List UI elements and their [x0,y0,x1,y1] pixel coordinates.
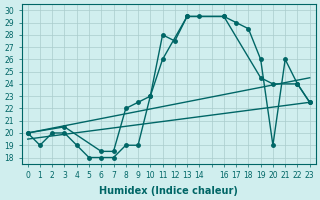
X-axis label: Humidex (Indice chaleur): Humidex (Indice chaleur) [99,186,238,196]
